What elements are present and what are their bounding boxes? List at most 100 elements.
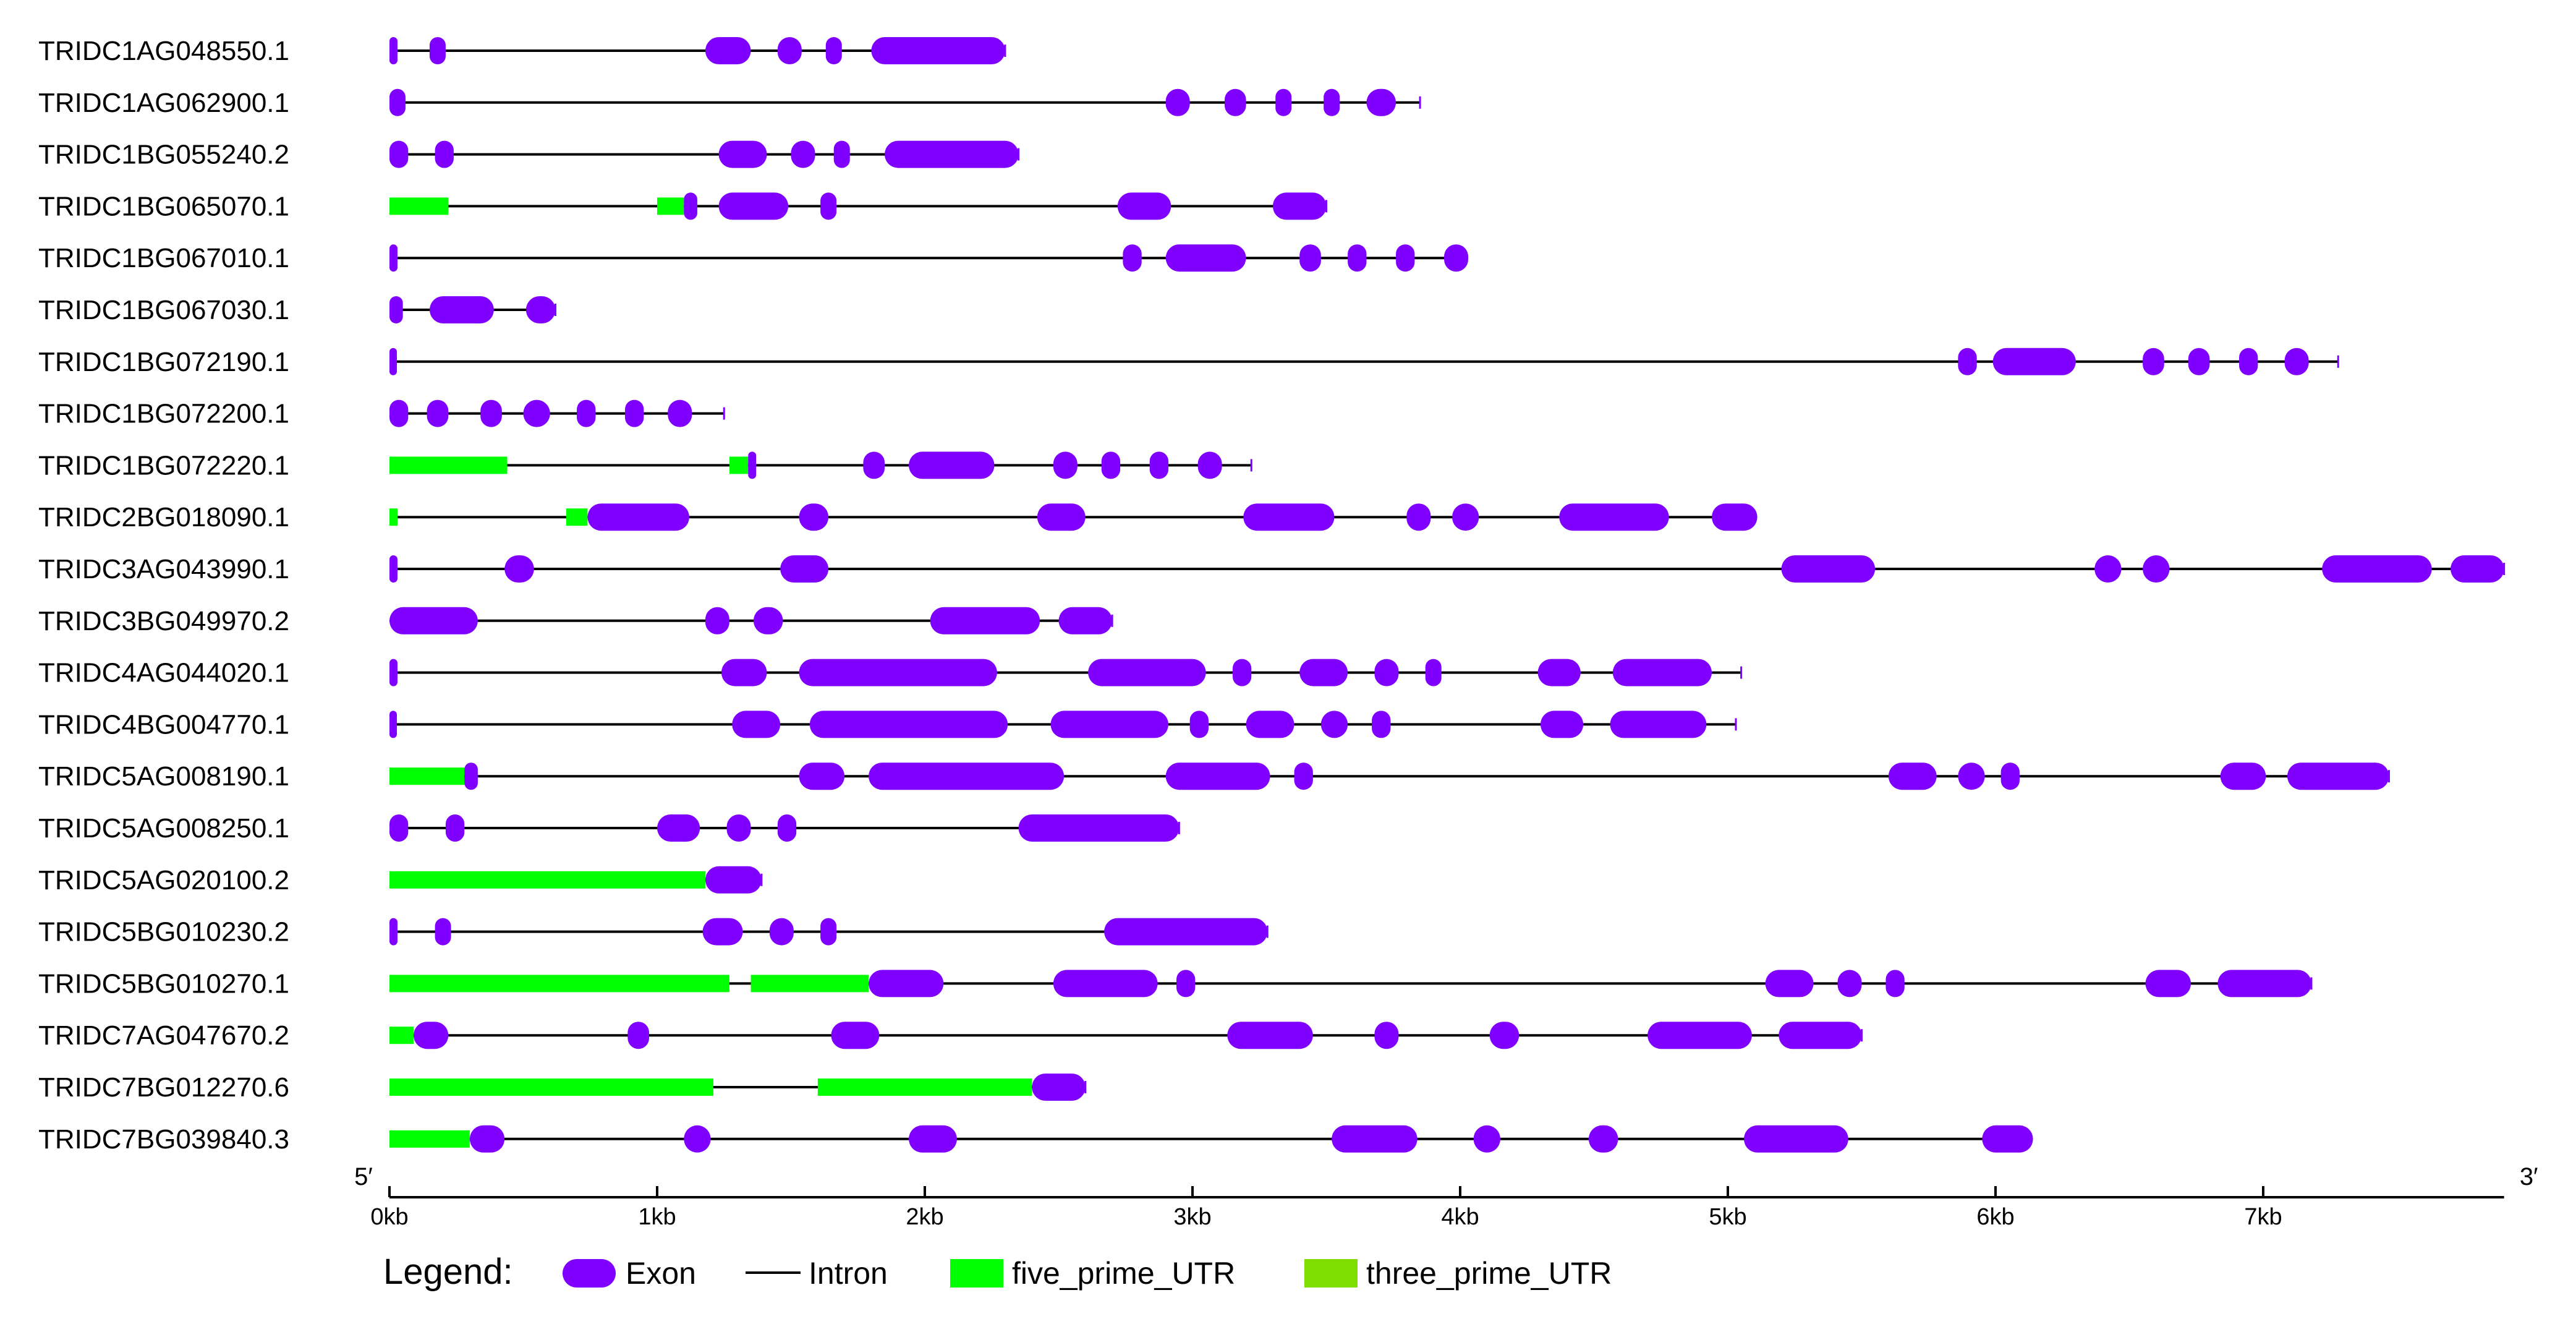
exon [2217, 970, 2311, 997]
exon [577, 399, 596, 427]
gene-label: TRIDC1BG072220.1 [38, 450, 289, 480]
exon [1299, 244, 1321, 272]
exon [1473, 1125, 1500, 1153]
five-prime-utr [389, 975, 729, 993]
exon [1712, 503, 1758, 531]
gene-row: TRIDC1BG072220.1 [38, 450, 1252, 480]
exon [777, 814, 797, 842]
gene-row: TRIDC5BG010270.1 [38, 968, 2313, 999]
legend-label-three-prime-utr: three_prime_UTR [1366, 1256, 1612, 1291]
exon [2145, 970, 2191, 997]
gene-label: TRIDC4BG004770.1 [38, 709, 289, 740]
exon [732, 711, 781, 738]
exon [1117, 192, 1171, 220]
exon [427, 399, 449, 427]
exon [718, 140, 767, 168]
exon [429, 296, 494, 323]
gene-row: TRIDC7BG012270.6 [38, 1072, 1087, 1103]
exon [799, 659, 997, 686]
exon [389, 711, 397, 738]
exon [389, 244, 397, 272]
gene-row: TRIDC3AG043990.1 [38, 554, 2506, 584]
exon [820, 192, 837, 220]
exon [909, 1125, 957, 1153]
gene-row: TRIDC5AG008190.1 [38, 761, 2391, 792]
exon [799, 762, 845, 790]
gene-row: TRIDC1AG062900.1 [38, 88, 1421, 118]
exon [791, 140, 815, 168]
axis-tick-label: 7kb [2244, 1204, 2282, 1230]
exon [871, 37, 1005, 64]
five-prime-utr [389, 508, 397, 526]
exon [389, 659, 397, 686]
gene-row: TRIDC5AG008250.1 [38, 813, 1180, 844]
exon [2322, 555, 2432, 583]
exon [799, 503, 829, 531]
axis-tick-label: 1kb [638, 1204, 676, 1230]
exon [909, 451, 995, 479]
exon [705, 37, 751, 64]
axis-tick-label: 0kb [370, 1204, 408, 1230]
exon [1885, 970, 1905, 997]
five-prime-utr [389, 456, 508, 474]
exon [1743, 1125, 1848, 1153]
gene-label: TRIDC4AG044020.1 [38, 658, 289, 688]
exon [464, 762, 478, 790]
exon [2239, 348, 2258, 375]
gene-label: TRIDC1AG062900.1 [38, 88, 289, 118]
exon [863, 451, 885, 479]
exon [780, 555, 829, 583]
gene-row: TRIDC1BG072190.1 [38, 347, 2339, 377]
exon [389, 814, 409, 842]
exon [2143, 555, 2170, 583]
exon [1165, 762, 1270, 790]
gene-label: TRIDC1BG072200.1 [38, 399, 289, 429]
exon [721, 659, 767, 686]
exon [753, 607, 783, 634]
five-prime-utr [750, 975, 869, 993]
exon [1489, 1022, 1520, 1049]
five-prime-utr [566, 508, 588, 526]
exon [833, 140, 850, 168]
exon [684, 192, 697, 220]
exon [2094, 555, 2122, 583]
five-prime-utr [729, 456, 749, 474]
exon [726, 814, 751, 842]
five-prime-utr [389, 1130, 470, 1148]
utr5-swatch-icon [950, 1259, 1003, 1288]
exon [525, 296, 556, 323]
exon [389, 296, 403, 323]
gene-label: TRIDC1BG067030.1 [38, 295, 289, 325]
exon [668, 399, 692, 427]
exon [523, 399, 550, 427]
exon [435, 140, 454, 168]
exon [1123, 244, 1142, 272]
exon [2284, 348, 2309, 375]
five-prime-utr [389, 1027, 414, 1044]
legend-label-five-prime-utr: five_prime_UTR [1012, 1256, 1235, 1291]
gene-label: TRIDC1AG048550.1 [38, 36, 289, 66]
exon [1197, 451, 1222, 479]
exon [869, 970, 944, 997]
five-prime-end-label: 5′ [354, 1163, 373, 1190]
legend-label-intron: Intron [809, 1256, 888, 1291]
exon [2287, 762, 2389, 790]
exon [1612, 659, 1712, 686]
exon [705, 866, 762, 894]
gene-label: TRIDC5AG020100.2 [38, 865, 289, 895]
gene-row: TRIDC1BG067030.1 [38, 295, 556, 325]
gene-label: TRIDC5AG008190.1 [38, 761, 289, 792]
axis-tick-label: 4kb [1441, 1204, 1479, 1230]
gene-row: TRIDC1BG067010.1 [38, 243, 1468, 273]
exon [1149, 451, 1169, 479]
exon [1837, 970, 1862, 997]
exon [1053, 451, 1078, 479]
five-prime-utr [389, 1078, 713, 1096]
axis-ticks: 0kb 1kb 2kb 3kb 4kb 5kb 6kb 7kb [370, 1186, 2282, 1230]
gene-rows: TRIDC1AG048550.1 TRIDC1AG062900.1 TRIDC1BG… [38, 36, 2506, 1155]
gene-label: TRIDC1BG055240.2 [38, 140, 289, 170]
gene-label: TRIDC3BG049970.2 [38, 606, 289, 636]
exon [1227, 1022, 1313, 1049]
five-prime-utr [389, 871, 705, 889]
gene-label: TRIDC5AG008250.1 [38, 813, 289, 844]
